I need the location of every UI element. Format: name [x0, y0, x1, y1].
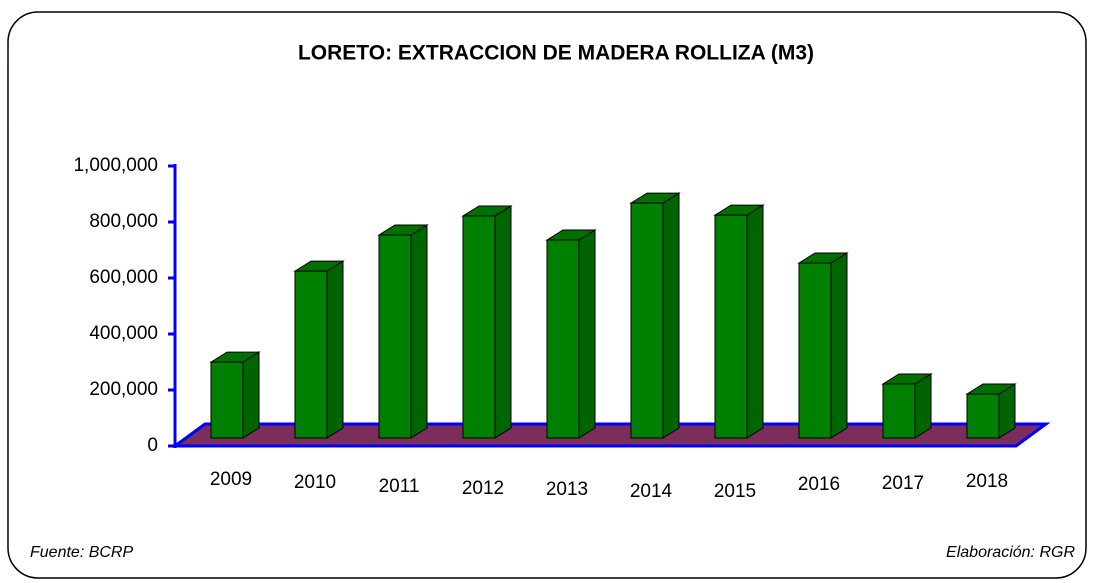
x-tick-label: 2011 — [379, 476, 420, 497]
y-tick-label: 0 — [147, 435, 158, 456]
bar-side — [662, 192, 680, 439]
x-tick-label: 2013 — [546, 479, 588, 500]
y-tick-label: 800,000 — [89, 211, 158, 232]
bar-side — [326, 260, 344, 439]
x-tick-label: 2015 — [714, 481, 756, 502]
y-tick-label: 200,000 — [89, 379, 158, 400]
bar-side — [410, 224, 428, 439]
x-tick-label: 2009 — [210, 469, 252, 490]
bar — [798, 262, 832, 439]
bar — [882, 383, 916, 439]
bar-side — [242, 351, 260, 439]
bar — [378, 234, 412, 439]
bar — [294, 270, 328, 439]
y-tick-label: 600,000 — [89, 267, 158, 288]
chart-title: LORETO: EXTRACCION DE MADERA ROLLIZA (M3… — [298, 42, 814, 65]
x-tick-label: 2012 — [462, 478, 504, 499]
x-tick-label: 2018 — [966, 471, 1008, 492]
x-tick-label: 2016 — [798, 474, 840, 495]
bar-side — [494, 205, 512, 439]
y-tick-label: 1,000,000 — [73, 155, 158, 176]
bar — [546, 239, 580, 439]
y-tick-label: 400,000 — [89, 323, 158, 344]
bar — [714, 214, 748, 439]
bar — [462, 215, 496, 439]
bar-side — [914, 373, 932, 439]
x-tick-label: 2017 — [882, 473, 924, 494]
bar — [210, 361, 244, 439]
bar — [966, 393, 1000, 439]
bar-side — [830, 252, 848, 439]
credit-note: Elaboración: RGR — [946, 544, 1075, 561]
x-tick-label: 2010 — [294, 472, 336, 493]
source-note: Fuente: BCRP — [30, 544, 133, 561]
bar-side — [746, 204, 764, 439]
bar-side — [578, 229, 596, 439]
bar — [630, 202, 664, 439]
x-tick-label: 2014 — [630, 481, 673, 502]
